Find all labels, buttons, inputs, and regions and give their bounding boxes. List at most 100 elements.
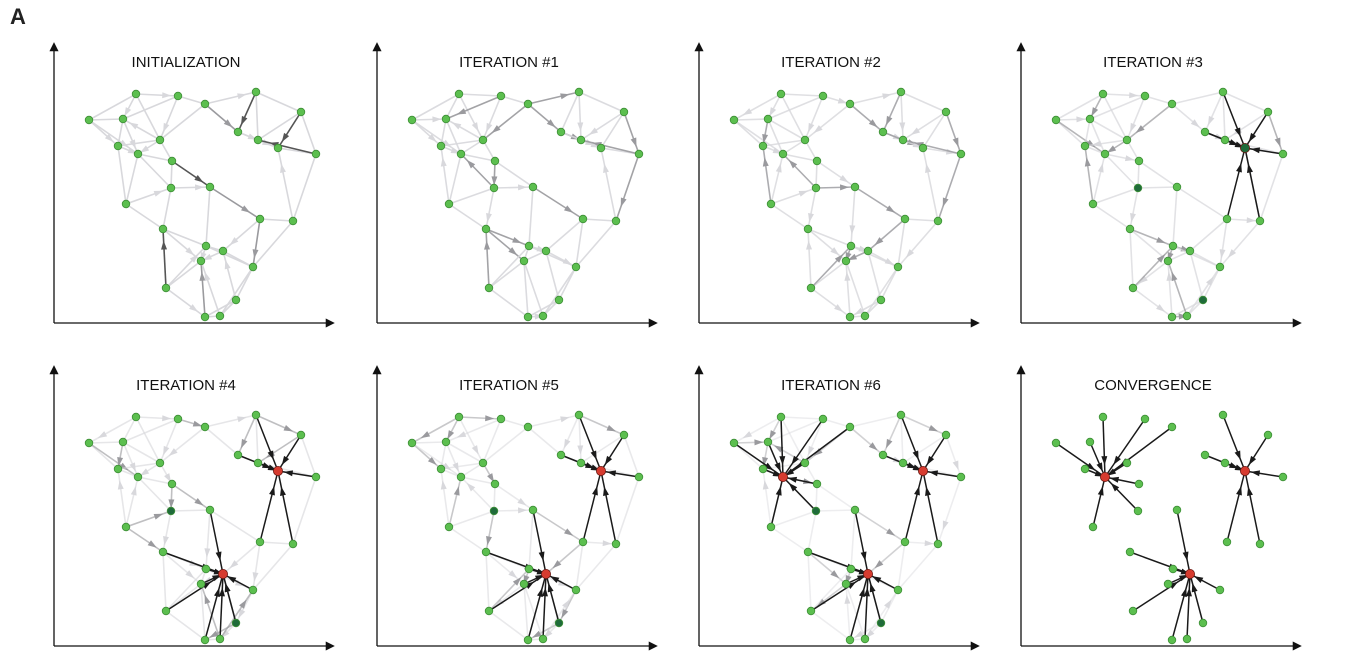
affinity-edge (1189, 218, 1228, 252)
exemplar-edge (165, 573, 224, 612)
edge-arrow (194, 184, 205, 191)
data-point (896, 410, 906, 420)
data-point (200, 635, 210, 645)
affinity-edge (125, 476, 139, 528)
affinity-edge (440, 118, 447, 147)
data-point (484, 283, 494, 293)
exemplar-arrow (1234, 127, 1241, 137)
exemplar-arrow (764, 462, 774, 471)
data-point (311, 472, 321, 482)
affinity-edge (485, 551, 490, 612)
edge-arrow (884, 599, 892, 609)
data-point (758, 141, 768, 151)
edge-arrow (241, 205, 251, 213)
affinity-edge (578, 91, 582, 141)
edge-arrow (139, 468, 150, 476)
exemplar-edge (259, 470, 279, 543)
edge-arrow (808, 122, 815, 133)
affinity-edge (922, 111, 947, 149)
exemplar-arrow (1247, 163, 1253, 173)
data-point (538, 634, 548, 644)
exemplar-arrow (775, 486, 782, 496)
exemplar-edge (488, 573, 547, 612)
data-point (1168, 241, 1178, 251)
edge-arrow (209, 630, 219, 638)
edge-arrow (239, 599, 247, 609)
edge-arrow (813, 448, 823, 457)
exemplar-edge (1222, 414, 1246, 472)
affinity-edge (159, 103, 206, 141)
edge-arrow (905, 249, 915, 258)
edge-arrow (185, 247, 195, 256)
affinity-edge (482, 95, 502, 141)
affinity-edge (1189, 250, 1221, 268)
edge-arrow (204, 548, 211, 558)
affinity-edge (177, 95, 206, 105)
edge-arrow (485, 415, 495, 422)
affinity-edge (810, 245, 852, 289)
exemplar-point (778, 472, 789, 483)
affinity-edge (135, 416, 179, 420)
exemplar-edge (204, 573, 224, 641)
panel-title: ITERATION #3 (1103, 54, 1203, 71)
edge-arrow (769, 107, 777, 117)
affinity-edge (162, 228, 167, 289)
edge-arrow (588, 127, 599, 135)
affinity-edge (542, 589, 577, 640)
exemplar-arrow (280, 486, 286, 496)
edge-arrow (97, 431, 108, 439)
panel-iteration-4: ITERATION #4 (49, 365, 335, 651)
affinity-edge (485, 187, 495, 230)
data-point (1198, 295, 1208, 305)
data-point (496, 91, 506, 101)
affinity-edge (205, 509, 211, 570)
exemplar-arrow (214, 587, 220, 598)
affinity-edge (867, 541, 906, 575)
edge-arrow (124, 107, 132, 117)
affinity-edge (575, 220, 617, 268)
exemplar-arrow (1106, 468, 1117, 476)
affinity-edge (204, 299, 237, 318)
edge-arrow (185, 570, 195, 579)
affinity-edge (411, 442, 462, 478)
data-point (84, 438, 94, 448)
exemplar-edge (1244, 470, 1261, 545)
data-point (1168, 564, 1178, 574)
data-point (1163, 256, 1173, 266)
exemplar-edge (222, 573, 237, 624)
data-point (611, 216, 621, 226)
edge-arrow (884, 257, 895, 265)
exemplar-arrow (869, 582, 876, 593)
affinity-edge (810, 610, 851, 641)
affinity-edge (277, 111, 302, 149)
exemplar-point (1239, 143, 1250, 154)
affinity-edge (494, 483, 534, 511)
exemplar-point (217, 568, 228, 579)
data-point (1080, 464, 1090, 474)
data-point (933, 539, 943, 549)
exemplar-point (862, 568, 873, 579)
affinity-edge (762, 139, 806, 147)
edge-arrow (508, 570, 518, 579)
exemplar-arrow (1110, 482, 1120, 492)
data-point (578, 537, 588, 547)
exemplar-arrow (1185, 587, 1192, 597)
affinity-edge (897, 220, 939, 268)
affinity-edge (815, 160, 818, 189)
affinity-edge (1102, 93, 1146, 97)
affinity-edge (88, 442, 139, 478)
edge-arrow (1246, 217, 1256, 224)
exemplar-arrow (226, 576, 237, 584)
edge-arrow (280, 163, 286, 173)
affinity-edge (897, 218, 906, 268)
edge-arrow (885, 438, 893, 449)
affinity-edge (867, 250, 882, 301)
data-point (729, 115, 739, 125)
edge-arrow (546, 119, 556, 128)
exemplar-edge (209, 509, 224, 575)
data-point (113, 464, 123, 474)
data-point (441, 437, 451, 447)
data-point (1163, 579, 1173, 589)
affinity-edge (733, 93, 782, 121)
